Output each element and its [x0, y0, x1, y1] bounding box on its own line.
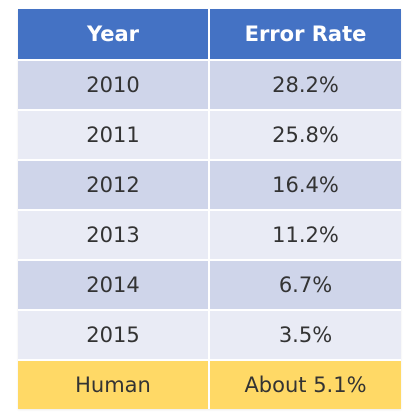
year-cell: 2012	[18, 159, 210, 210]
human-error-rate-cell: About 5.1%	[209, 359, 401, 409]
error-rate-table: Year Error Rate 2010 28.2% 2011 25.8% 20…	[18, 9, 401, 409]
table-row: 2013 11.2%	[18, 209, 401, 260]
table-row: 2015 3.5%	[18, 309, 401, 360]
error-rate-cell: 6.7%	[209, 259, 401, 310]
year-cell: 2014	[18, 259, 210, 310]
human-label-cell: Human	[18, 359, 210, 409]
header-row: Year Error Rate	[18, 9, 401, 60]
year-cell: 2013	[18, 209, 210, 260]
table-row: 2012 16.4%	[18, 159, 401, 210]
header-error-rate: Error Rate	[209, 9, 401, 60]
error-rate-cell: 25.8%	[209, 109, 401, 160]
table-row: 2010 28.2%	[18, 59, 401, 110]
error-rate-cell: 3.5%	[209, 309, 401, 360]
error-rate-cell: 16.4%	[209, 159, 401, 210]
error-rate-cell: 11.2%	[209, 209, 401, 260]
year-cell: 2011	[18, 109, 210, 160]
error-rate-cell: 28.2%	[209, 59, 401, 110]
table-row: 2011 25.8%	[18, 109, 401, 160]
header-year: Year	[18, 9, 210, 60]
year-cell: 2010	[18, 59, 210, 110]
human-row: Human About 5.1%	[18, 359, 401, 409]
year-cell: 2015	[18, 309, 210, 360]
table-row: 2014 6.7%	[18, 259, 401, 310]
error-rate-table-container: Year Error Rate 2010 28.2% 2011 25.8% 20…	[18, 9, 401, 409]
